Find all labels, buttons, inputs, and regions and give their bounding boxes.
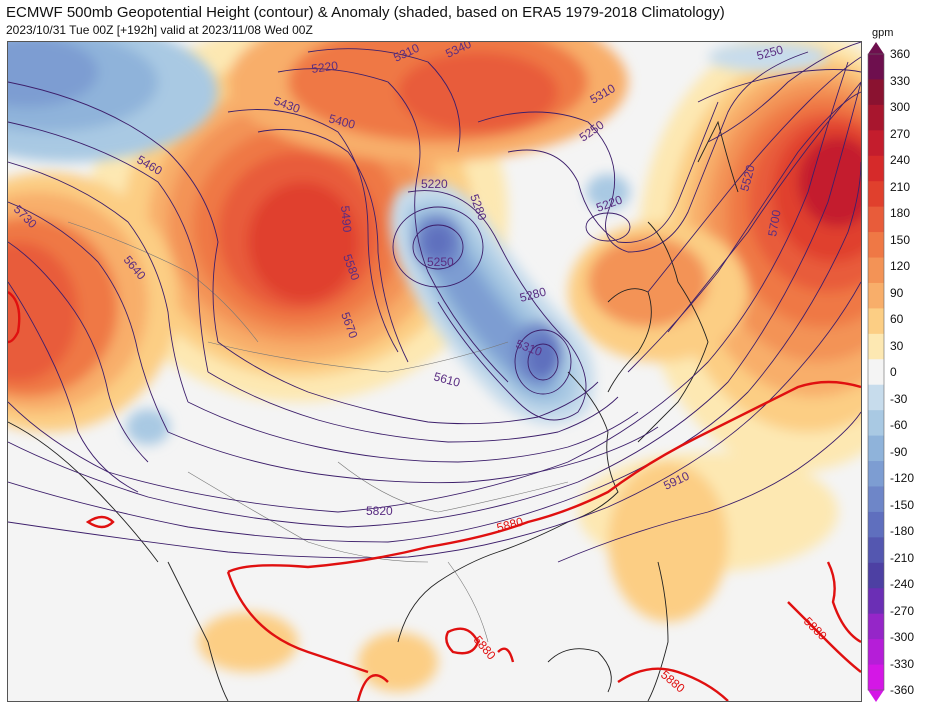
colorbar-swatch xyxy=(868,461,884,487)
colorbar-tick-label: 240 xyxy=(890,153,911,167)
colorbar-tick-label: -120 xyxy=(890,471,915,485)
contour-label: 5280 xyxy=(518,284,548,305)
colorbar-swatch xyxy=(868,486,884,513)
colorbar-tick-label: -300 xyxy=(890,630,915,644)
colorbar-tick-label: 210 xyxy=(890,179,911,194)
anomaly-shading xyxy=(8,42,861,692)
contour-label: 5400 xyxy=(327,111,357,132)
contour-label: 5610 xyxy=(432,369,462,390)
chart-subtitle: 2023/10/31 Tue 00Z [+192h] valid at 2023… xyxy=(6,23,313,37)
borders xyxy=(67,221,569,643)
colorbar-swatch xyxy=(868,435,884,462)
contour-label: 5520 xyxy=(737,163,758,193)
colorbar-tick-label: 0 xyxy=(890,365,897,379)
colorbar-tick-label: -360 xyxy=(890,683,915,697)
colorbar-extend-bottom xyxy=(868,690,884,702)
colorbar-tick-label: -330 xyxy=(890,656,915,671)
colorbar-swatch xyxy=(868,664,884,691)
contour-5880-line xyxy=(8,291,861,701)
colorbar-tick-label: 30 xyxy=(890,338,904,353)
colorbar-tick-label: 300 xyxy=(890,100,911,114)
colorbar xyxy=(867,42,885,702)
colorbar-tick-label: 180 xyxy=(890,206,911,220)
colorbar-swatch xyxy=(868,104,884,131)
colorbar-swatch xyxy=(868,181,884,208)
contour-label: 5490 xyxy=(338,205,354,233)
colorbar-tick-label: -150 xyxy=(890,497,915,512)
colorbar-swatch xyxy=(868,359,884,386)
colorbar-swatches xyxy=(867,42,885,702)
contour-label: 5700 xyxy=(765,208,783,237)
colorbar-tick-label: 330 xyxy=(890,73,911,88)
colorbar-tick-label: 360 xyxy=(890,47,911,61)
colorbar-tick-label: 90 xyxy=(890,285,904,300)
colorbar-swatch xyxy=(868,257,884,284)
colorbar-swatch xyxy=(868,562,884,589)
colorbar-swatch xyxy=(868,79,884,106)
colorbar-unit: gpm xyxy=(872,27,894,39)
colorbar-swatch xyxy=(868,588,884,615)
colorbar-swatch xyxy=(868,232,884,259)
colorbar-swatch xyxy=(868,537,884,564)
chart-title: ECMWF 500mb Geopotential Height (contour… xyxy=(6,4,725,21)
height-contours xyxy=(8,42,861,563)
colorbar-tick-label: -210 xyxy=(890,550,915,565)
colorbar-tick-label: -240 xyxy=(890,577,915,591)
colorbar-swatch xyxy=(868,308,884,335)
contour-label: 5250 xyxy=(755,42,785,63)
colorbar-tick-label: -30 xyxy=(890,391,908,406)
colorbar-swatch xyxy=(868,639,884,666)
contour-label: 5880 xyxy=(495,514,525,535)
colorbar-tick-label: 120 xyxy=(890,259,911,273)
colorbar-tick-label: 150 xyxy=(890,232,911,247)
colorbar-swatch xyxy=(868,54,884,80)
colorbar-swatch xyxy=(868,130,884,157)
colorbar-extend-top xyxy=(868,42,884,54)
contour-label: 5820 xyxy=(366,504,393,518)
contour-label: 5220 xyxy=(310,58,339,76)
colorbar-swatch xyxy=(868,511,884,538)
colorbar-swatch xyxy=(868,155,884,182)
colorbar-swatch xyxy=(868,333,884,360)
colorbar-tick-label: -90 xyxy=(890,444,908,459)
colorbar-swatch xyxy=(868,410,884,437)
colorbar-swatch xyxy=(868,384,884,411)
contour-label: 5250 xyxy=(427,255,454,269)
colorbar-swatch xyxy=(868,282,884,309)
contour-label: 5220 xyxy=(421,177,448,191)
colorbar-tick-label: 60 xyxy=(890,312,904,326)
map-panel: 5220 5310 5340 5250 5310 5430 5400 5460 … xyxy=(7,41,862,702)
colorbar-swatch xyxy=(868,206,884,233)
colorbar-tick-label: 270 xyxy=(890,126,911,141)
colorbar-swatch xyxy=(868,613,884,640)
colorbar-tick-label: -60 xyxy=(890,418,908,432)
colorbar-tick-label: -270 xyxy=(890,603,915,618)
colorbar-tick-label: -180 xyxy=(890,524,915,538)
map-canvas: 5220 5310 5340 5250 5310 5430 5400 5460 … xyxy=(8,42,861,701)
coastlines xyxy=(8,120,739,701)
